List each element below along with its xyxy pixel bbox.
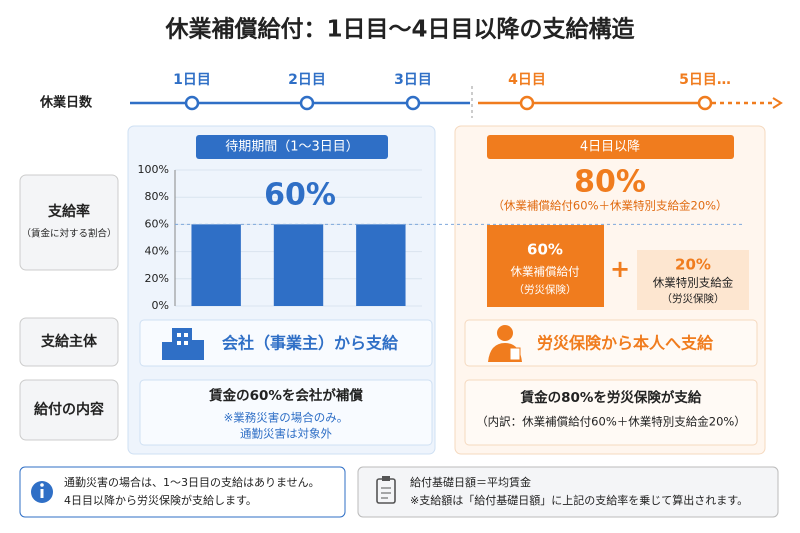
- person-icon: [488, 325, 522, 362]
- box1-sub: （労災保険）: [514, 283, 577, 296]
- info-icon-bar: [40, 489, 44, 498]
- timeline-day: 3日目: [394, 72, 432, 88]
- row-label: 給付の内容: [34, 401, 104, 418]
- right-content: 賃金の80%を労災保険が支給: [520, 389, 702, 406]
- box2-name: 休業特別支給金: [653, 276, 734, 290]
- row-label-box: [19, 174, 119, 271]
- timeline-day: 2日目: [288, 72, 326, 88]
- building-icon: [162, 328, 204, 360]
- box1-name: 休業補償給付: [511, 265, 580, 279]
- timeline-node: [299, 95, 315, 111]
- bar: [356, 224, 406, 306]
- y-tick-label: 100%: [138, 163, 169, 176]
- left-content: 賃金の60%を会社が補償: [208, 387, 363, 404]
- left-payer-box: [139, 319, 433, 367]
- right-payer-box: [464, 319, 758, 367]
- title: 休業補償給付：1日目〜4日目以降の支給構造: [164, 16, 635, 43]
- right-rate: 80%: [574, 165, 646, 200]
- timeline-day: 4日目: [508, 72, 546, 88]
- right-content-box: [464, 379, 758, 446]
- footer-right-box: [357, 466, 779, 518]
- row-label: 支給主体: [40, 333, 98, 350]
- timeline-node: [184, 95, 200, 111]
- row-label-box: [19, 317, 119, 367]
- timeline-day: 5日目…: [679, 72, 731, 88]
- timeline-day: 1日目: [173, 72, 211, 88]
- timeline-node: [519, 95, 535, 111]
- row-label: 支給率: [47, 203, 90, 220]
- left-note: ※業務災害の場合のみ。: [224, 411, 349, 425]
- left-header: [196, 135, 388, 159]
- right-header-text: 4日目以降: [580, 140, 640, 155]
- right-detail: （内訳：休業補償給付60%＋休業特別支給金20%）: [476, 415, 746, 429]
- right-panel: [454, 125, 766, 455]
- footer-left-box: [19, 466, 346, 518]
- row-note: （賃金に対する割合）: [21, 228, 116, 240]
- box1-percent: 60%: [527, 241, 563, 259]
- left-payer: 会社（事業主）から支給: [222, 334, 399, 353]
- info-icon-dot: [40, 483, 44, 487]
- y-tick-label: 60%: [145, 217, 169, 230]
- left-content-box: [139, 379, 433, 446]
- footer-text: ※支給額は「給付基礎日額」に上記の支給率を乗じて算出されます。: [410, 493, 748, 507]
- bar: [273, 224, 324, 306]
- timeline-arrow: [772, 97, 783, 109]
- y-tick-label: 0%: [152, 299, 169, 312]
- y-tick-label: 80%: [145, 190, 169, 203]
- clipboard-lines: [381, 487, 391, 499]
- right-header: [487, 135, 734, 159]
- footer-text: 通勤災害の場合は、1〜3日目の支給はありません。: [64, 475, 320, 489]
- bar: [191, 224, 241, 306]
- timeline-node: [405, 95, 421, 111]
- y-tick-label: 20%: [145, 272, 169, 285]
- box2: [637, 250, 749, 310]
- plus: +: [610, 255, 630, 283]
- timeline-node: [697, 95, 713, 111]
- left-header-text: 待期期間（1〜3日目）: [225, 140, 359, 155]
- row-label-box: [19, 379, 119, 441]
- footer-text: 給付基礎日額＝平均賃金: [410, 475, 531, 489]
- right-breakdown: （休業補償給付60%＋休業特別支給金20%）: [492, 199, 727, 213]
- y-tick-label: 40%: [145, 245, 169, 258]
- box2-sub: （労災保険）: [662, 292, 725, 305]
- right-payer: 労災保険から本人へ支給: [537, 334, 714, 353]
- left-note: 通勤災害は対象外: [240, 427, 332, 441]
- box2-percent: 20%: [675, 256, 711, 274]
- clipboard-clip: [382, 476, 390, 481]
- box1: [487, 225, 604, 307]
- left-rate: 60%: [264, 178, 336, 213]
- footer-text: 4日目以降から労災保険が支給します。: [64, 493, 257, 507]
- timeline-label: 休業日数: [39, 95, 93, 111]
